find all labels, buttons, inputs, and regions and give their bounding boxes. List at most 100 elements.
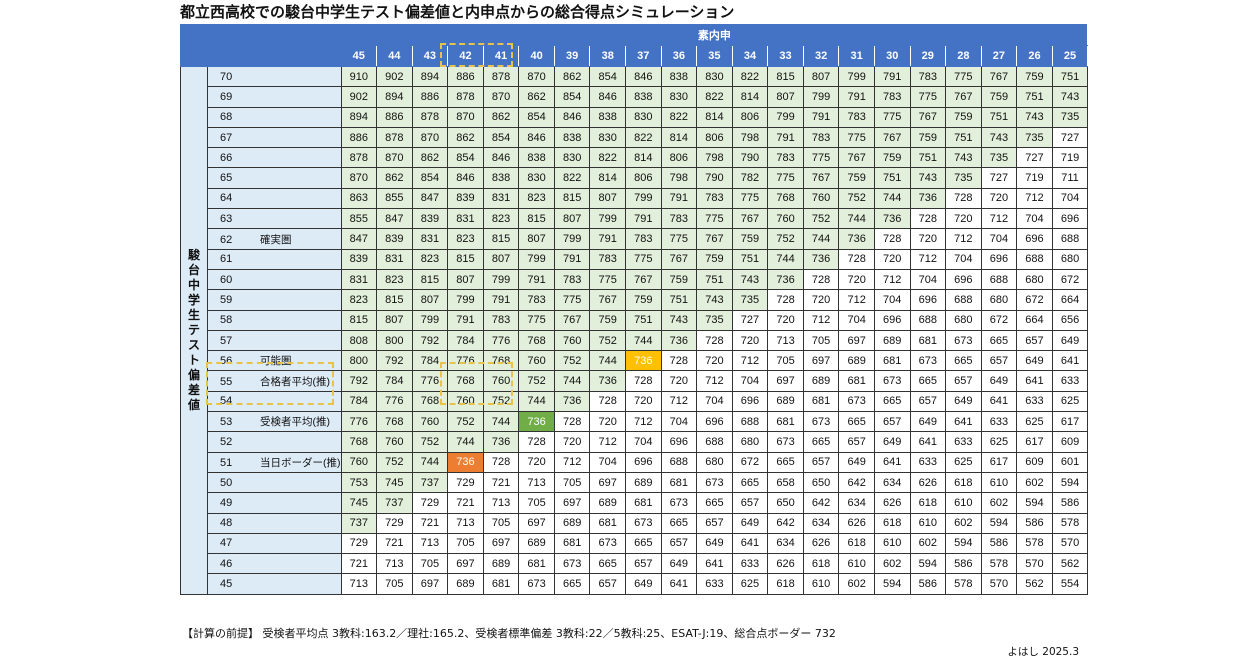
score-cell: 751 — [909, 147, 947, 169]
score-cell: 729 — [340, 532, 378, 555]
deviation-value: 61 — [220, 253, 233, 266]
score-cell: 776 — [411, 370, 449, 392]
score-cell: 760 — [553, 329, 591, 352]
score-cell: 768 — [340, 431, 378, 453]
score-cell: 775 — [873, 106, 911, 128]
score-cell: 672 — [1016, 289, 1053, 311]
table-row: 56 可能圏 800 792 784 776 768 760 752 744 736 728 720 71… — [181, 350, 1089, 372]
score-cell: 713 — [767, 329, 804, 352]
column-header-naishin: 45 — [340, 45, 378, 67]
score-cell: 689 — [553, 512, 591, 534]
score-cell: 902 — [376, 65, 413, 88]
score-cell: 799 — [802, 86, 840, 108]
score-cell: 768 — [518, 329, 555, 352]
score-cell: 602 — [945, 512, 982, 534]
score-cell: 705 — [411, 553, 449, 575]
score-cell: 863 — [340, 187, 378, 210]
score-cell: 735 — [945, 167, 982, 189]
score-cell: 878 — [340, 147, 378, 169]
score-cell: 720 — [980, 187, 1018, 210]
score-cell: 862 — [376, 167, 413, 189]
score-cell: 744 — [482, 411, 520, 433]
score-cell: 799 — [553, 228, 591, 250]
score-cell: 609 — [1016, 451, 1053, 473]
row-label: 62 確実圏 — [207, 228, 342, 250]
score-cell: 776 — [340, 411, 378, 433]
score-cell: 814 — [731, 86, 769, 108]
score-cell: 578 — [1016, 532, 1053, 555]
score-cell: 807 — [553, 208, 591, 230]
score-cell: 633 — [945, 431, 982, 453]
score-cell: 759 — [660, 268, 698, 291]
highlighted-score-cell: 736 — [625, 350, 662, 372]
score-cell: 768 — [411, 390, 449, 413]
score-cell: 728 — [553, 411, 591, 433]
score-cell: 776 — [376, 390, 413, 413]
score-cell: 767 — [873, 126, 911, 149]
score-cell: 713 — [518, 471, 555, 494]
score-cell: 743 — [945, 147, 982, 169]
row-label: 63 — [207, 208, 342, 230]
score-cell: 664 — [1051, 289, 1089, 311]
score-cell: 712 — [909, 248, 947, 270]
score-cell: 791 — [767, 126, 804, 149]
column-header-naishin: 26 — [1016, 45, 1053, 67]
table-row: 55 合格者平均(推) 792 784 776 768 760 752 744 736 728 720… — [181, 370, 1089, 392]
score-cell: 625 — [945, 451, 982, 473]
table-row: 60 831 823 815 807 799 791 783 775 767 759 751 743 73… — [181, 268, 1089, 291]
score-cell: 617 — [1051, 411, 1089, 433]
score-cell: 697 — [553, 492, 591, 514]
score-cell: 594 — [1016, 492, 1053, 514]
score-cell: 751 — [1051, 65, 1089, 88]
score-cell: 910 — [340, 65, 378, 88]
score-cell: 681 — [873, 350, 911, 372]
score-cell: 807 — [518, 228, 555, 250]
score-cell: 688 — [1016, 248, 1053, 270]
score-cell: 626 — [802, 532, 840, 555]
score-cell: 751 — [696, 268, 733, 291]
deviation-value: 64 — [220, 192, 233, 205]
score-cell: 847 — [376, 208, 413, 230]
score-cell: 594 — [1051, 471, 1089, 494]
score-cell: 719 — [1051, 147, 1089, 169]
score-cell: 705 — [376, 573, 413, 595]
score-cell: 814 — [625, 147, 662, 169]
score-cell: 665 — [909, 370, 947, 392]
column-header-naishin: 25 — [1051, 45, 1089, 67]
score-cell: 697 — [447, 553, 484, 575]
score-cell: 806 — [625, 167, 662, 189]
score-cell: 855 — [340, 208, 378, 230]
row-label: 55 合格者平均(推) — [207, 370, 342, 392]
table-row: 50 753 745 737 729 721 713 705 697 689 681 673 665 65… — [181, 471, 1089, 494]
score-cell: 768 — [376, 411, 413, 433]
score-cell: 657 — [589, 573, 626, 595]
column-header-naishin: 38 — [589, 45, 626, 67]
score-cell: 767 — [553, 309, 591, 331]
score-cell: 784 — [411, 350, 449, 372]
score-cell: 775 — [802, 147, 840, 169]
table-row: 59 823 815 807 799 791 783 775 767 759 751 743 735 72… — [181, 289, 1089, 311]
score-cell: 830 — [518, 167, 555, 189]
score-cell: 815 — [518, 208, 555, 230]
score-cell: 791 — [838, 86, 875, 108]
deviation-value: 46 — [220, 557, 233, 570]
score-cell: 783 — [553, 268, 591, 291]
score-cell: 870 — [447, 106, 484, 128]
score-cell: 767 — [589, 289, 626, 311]
score-cell: 713 — [340, 573, 378, 595]
score-cell: 815 — [482, 228, 520, 250]
score-cell: 743 — [909, 167, 947, 189]
table-row: 48 737 729 721 713 705 697 689 681 673 665 657 649 64… — [181, 512, 1089, 534]
score-cell: 649 — [1016, 350, 1053, 372]
score-cell: 847 — [340, 228, 378, 250]
score-cell: 570 — [1051, 532, 1089, 555]
score-cell: 680 — [696, 451, 733, 473]
score-cell: 634 — [767, 532, 804, 555]
score-cell: 729 — [376, 512, 413, 534]
score-cell: 602 — [873, 553, 911, 575]
row-label: 50 — [207, 471, 342, 494]
table-row: 65 870 862 854 846 838 830 822 814 806 798 790 782 77… — [181, 167, 1089, 189]
score-cell: 727 — [1016, 147, 1053, 169]
score-cell: 822 — [696, 86, 733, 108]
score-cell: 727 — [731, 309, 769, 331]
